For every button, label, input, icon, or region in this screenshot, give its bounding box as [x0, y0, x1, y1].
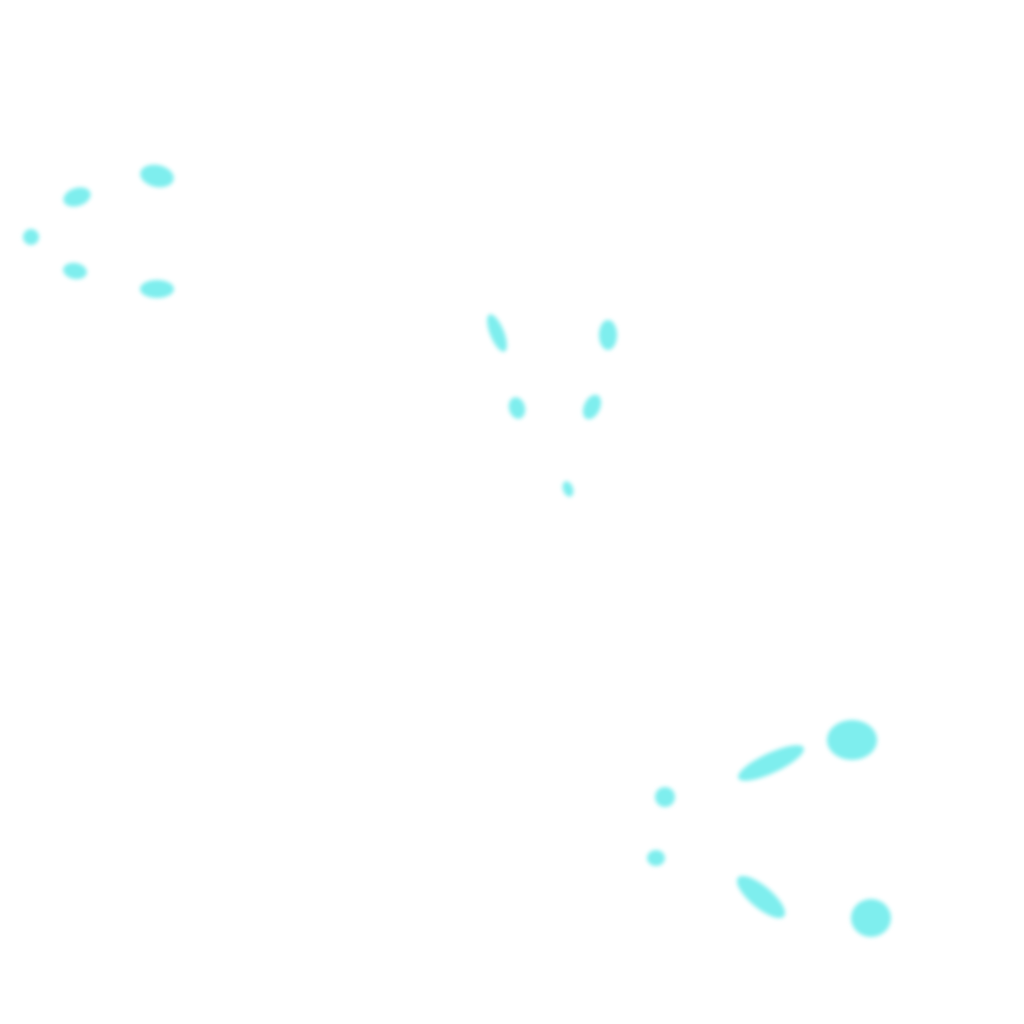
blob — [23, 229, 39, 245]
blob — [487, 314, 507, 352]
cluster-bottom-right — [647, 720, 891, 937]
blob — [63, 187, 91, 207]
blob — [63, 262, 87, 280]
blob — [562, 481, 574, 497]
blob — [647, 850, 665, 866]
blob — [736, 875, 786, 919]
cluster-top-left — [23, 164, 174, 298]
blob — [655, 787, 675, 807]
blob — [599, 320, 617, 350]
blob — [827, 720, 877, 760]
blob — [140, 280, 174, 298]
blob — [508, 397, 526, 419]
blob — [582, 394, 602, 420]
blob — [851, 899, 891, 937]
cluster-center — [487, 314, 617, 497]
blob — [738, 745, 804, 781]
blob — [140, 164, 174, 188]
